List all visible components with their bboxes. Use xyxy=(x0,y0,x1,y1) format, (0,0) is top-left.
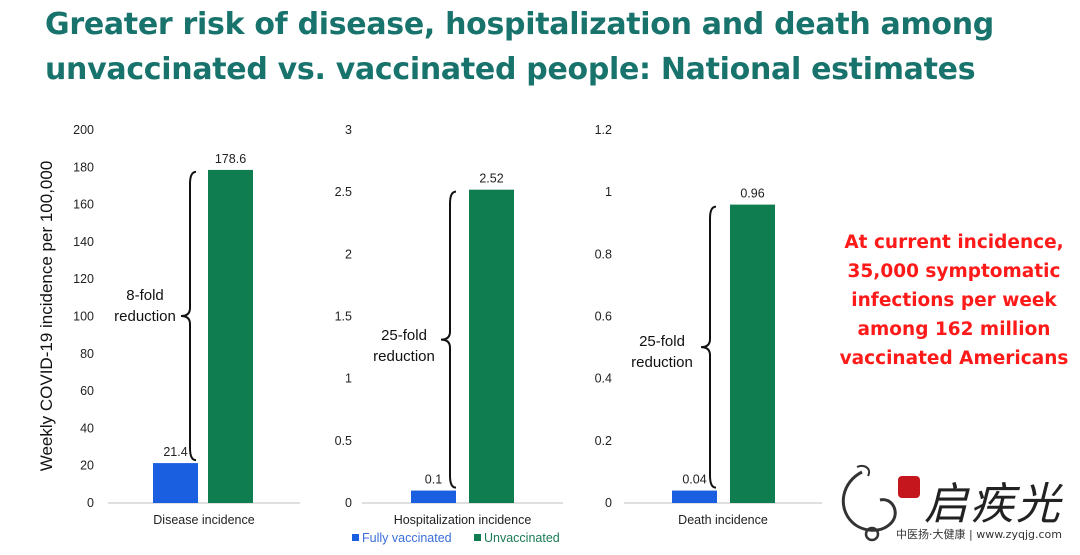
bar-fully-vaccinated xyxy=(153,463,198,503)
y-tick-label: 40 xyxy=(80,421,94,435)
y-tick-label: 2.5 xyxy=(335,185,352,199)
y-tick-label: 0 xyxy=(605,496,612,510)
bar-unvaccinated xyxy=(730,204,775,503)
brace-icon xyxy=(440,190,457,489)
y-tick-label: 0.5 xyxy=(335,434,352,448)
data-label: 0.04 xyxy=(682,473,706,487)
y-tick-label: 2 xyxy=(345,247,352,261)
legend-label-fully-vaccinated: Fully vaccinated xyxy=(362,531,452,545)
title-line-2: unvaccinated vs. vaccinated people: Nati… xyxy=(45,52,976,87)
y-tick-label: 100 xyxy=(73,310,94,324)
fold-reduction-label: reduction xyxy=(631,354,693,371)
y-tick-label: 1.5 xyxy=(335,310,352,324)
x-category-label: Hospitalization incidence xyxy=(394,513,532,527)
callout-line-5: vaccinated Americans xyxy=(839,348,1069,369)
y-tick-label: 3 xyxy=(345,123,352,137)
y-tick-label: 140 xyxy=(73,235,94,249)
x-category-label: Death incidence xyxy=(678,513,768,527)
bar-fully-vaccinated xyxy=(411,490,456,503)
y-tick-label: 1.2 xyxy=(595,123,612,137)
watermark-logo: 启疾光 中医扬·大健康 | www.zyqjg.com xyxy=(832,462,1072,552)
fold-reduction-label: reduction xyxy=(114,308,176,325)
title-line-1: Greater risk of disease, hospitalization… xyxy=(45,7,994,42)
y-tick-label: 0 xyxy=(345,496,352,510)
seal-icon xyxy=(898,476,920,498)
x-category-label: Disease incidence xyxy=(153,513,254,527)
fold-reduction-label: 8-fold xyxy=(126,287,164,304)
y-tick-label: 160 xyxy=(73,198,94,212)
y-tick-label: 80 xyxy=(80,347,94,361)
bar-unvaccinated xyxy=(208,169,253,503)
y-tick-label: 0.4 xyxy=(595,372,612,386)
brace-icon xyxy=(180,170,197,462)
bar-fully-vaccinated xyxy=(672,490,717,503)
legend-swatch-unvaccinated xyxy=(474,534,481,541)
callout-line-1: At current incidence, xyxy=(844,232,1064,253)
y-tick-label: 20 xyxy=(80,459,94,473)
y-tick-label: 0.6 xyxy=(595,310,612,324)
y-tick-label: 1 xyxy=(345,372,352,386)
legend-label-unvaccinated: Unvaccinated xyxy=(484,531,560,545)
y-tick-label: 1 xyxy=(605,185,612,199)
y-tick-label: 0.2 xyxy=(595,434,612,448)
page-title: Greater risk of disease, hospitalization… xyxy=(45,2,1065,92)
bar-unvaccinated xyxy=(469,189,514,503)
callout-line-4: among 162 million xyxy=(857,319,1051,340)
callout-text: At current incidence, 35,000 symptomatic… xyxy=(832,228,1076,373)
legend-swatch-fully-vaccinated xyxy=(352,534,359,541)
y-axis-title: Weekly COVID-19 incidence per 100,000 xyxy=(37,161,56,472)
y-tick-label: 200 xyxy=(73,123,94,137)
data-label: 21.4 xyxy=(163,445,187,459)
dragon-logo-icon xyxy=(841,465,897,542)
fold-reduction-label: 25-fold xyxy=(381,327,427,344)
watermark-text: 启疾光 xyxy=(924,479,1062,530)
y-tick-label: 0.8 xyxy=(595,247,612,261)
data-label: 178.6 xyxy=(215,152,246,166)
y-tick-label: 0 xyxy=(87,496,94,510)
y-tick-label: 60 xyxy=(80,384,94,398)
y-tick-label: 180 xyxy=(73,160,94,174)
fold-reduction-label: reduction xyxy=(373,348,435,365)
watermark-subtext: 中医扬·大健康 | www.zyqjg.com xyxy=(896,528,1062,541)
brace-icon xyxy=(700,205,717,489)
y-tick-label: 120 xyxy=(73,272,94,286)
data-label: 0.1 xyxy=(425,473,442,487)
callout-line-2: 35,000 symptomatic xyxy=(847,261,1061,282)
data-label: 2.52 xyxy=(479,172,503,186)
fold-reduction-label: 25-fold xyxy=(639,333,685,350)
callout-line-3: infections per week xyxy=(851,290,1057,311)
data-label: 0.96 xyxy=(740,187,764,201)
